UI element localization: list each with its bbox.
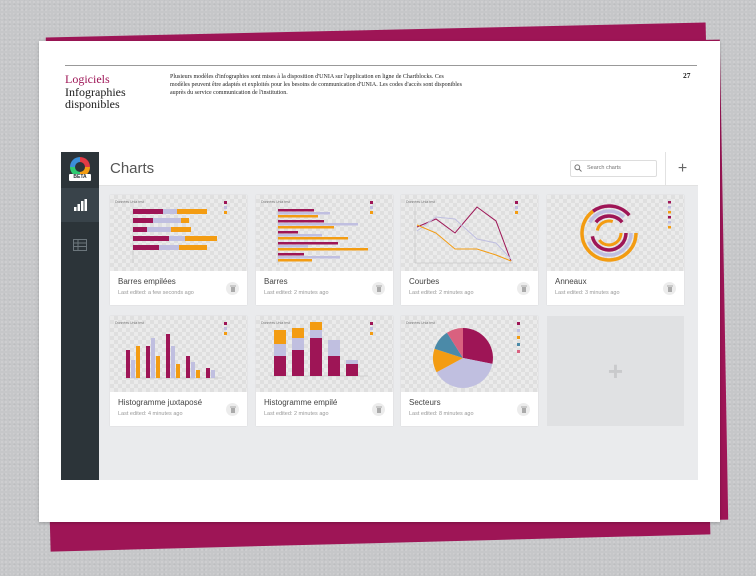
last-edited: Last edited: a few seconds ago	[118, 290, 194, 296]
chart-thumbnail	[547, 195, 684, 271]
section-label: Logiciels	[65, 72, 110, 86]
delete-button[interactable]	[663, 282, 676, 295]
donut-rings-thumbnail	[580, 201, 671, 262]
trash-icon	[375, 285, 382, 292]
delete-button[interactable]	[226, 403, 239, 416]
trash-icon	[375, 406, 382, 413]
last-edited: Last edited: 4 minutes ago	[118, 411, 183, 417]
trash-icon	[229, 406, 236, 413]
beta-badge: BETA	[69, 174, 91, 181]
chart-card[interactable]: Données Unia test Secteurs Last edited: …	[401, 316, 538, 426]
trash-icon	[520, 406, 527, 413]
top-bar: Charts +	[99, 152, 698, 186]
chart-thumbnail: Données Unia test	[401, 195, 538, 271]
chart-thumbnail: Données Unia test	[256, 195, 393, 271]
delete-button[interactable]	[226, 282, 239, 295]
thumb-title: Données Unia test	[115, 200, 144, 204]
last-edited: Last edited: 3 minutes ago	[555, 290, 620, 296]
stacked-bar-thumbnail: Données Unia test	[115, 200, 227, 263]
header-rule	[65, 65, 697, 66]
plus-icon: +	[607, 355, 624, 386]
grouped-column-thumbnail: Données Unia test	[115, 321, 227, 379]
chart-name: Histogramme empilé	[264, 398, 338, 407]
pie-thumbnail: Données Unia test	[406, 321, 520, 388]
thumb-title: Données Unia test	[261, 200, 290, 204]
section-title-line2: disponibles	[65, 97, 120, 111]
page-title: Charts	[110, 160, 155, 177]
page-number: 27	[683, 71, 691, 80]
new-chart-card[interactable]: +	[547, 316, 684, 426]
trash-icon	[666, 285, 673, 292]
chart-name: Barres	[264, 277, 288, 286]
chart-thumbnail: Données Unia test	[110, 195, 247, 271]
chart-thumbnail: Données Unia test	[110, 316, 247, 392]
add-chart-button[interactable]: +	[665, 152, 698, 185]
last-edited: Last edited: 8 minutes ago	[409, 411, 474, 417]
trash-icon	[520, 285, 527, 292]
section-heading: Logiciels Infographies disponibles	[65, 73, 126, 111]
search-input[interactable]	[587, 162, 651, 174]
bar-chart-icon	[74, 199, 87, 211]
thumb-title: Données Unia test	[115, 321, 144, 325]
chart-card[interactable]: Données Unia test Courbes Last edited: 2…	[401, 195, 538, 305]
chart-thumbnail: Données Unia test	[256, 316, 393, 392]
chart-name: Histogramme juxtaposé	[118, 398, 203, 407]
app-logo[interactable]: BETA	[67, 157, 93, 183]
last-edited: Last edited: 2 minutes ago	[409, 290, 474, 296]
last-edited: Last edited: 2 minutes ago	[264, 411, 329, 417]
logo-ring-hole	[75, 162, 85, 172]
thumb-title: Données Unia test	[261, 321, 290, 325]
trash-icon	[229, 285, 236, 292]
last-edited: Last edited: 2 minutes ago	[264, 290, 329, 296]
search-icon	[574, 164, 582, 172]
chart-card[interactable]: Anneaux Last edited: 3 minutes ago	[547, 195, 684, 305]
delete-button[interactable]	[517, 403, 530, 416]
chart-thumbnail: Données Unia test	[401, 316, 538, 392]
chartblocks-app: BETA Charts	[61, 152, 698, 480]
delete-button[interactable]	[372, 282, 385, 295]
chart-card[interactable]: Données Unia test Histogramme juxtaposé …	[110, 316, 247, 426]
thumb-title: Données Unia test	[406, 200, 435, 204]
section-title-line1: Infographies	[65, 84, 126, 99]
chart-name: Barres empilées	[118, 277, 176, 286]
nav-item-charts[interactable]	[61, 188, 99, 222]
chart-card[interactable]: Données Unia test Barres empilées Last e…	[110, 195, 247, 305]
chart-name: Secteurs	[409, 398, 441, 407]
chart-name: Courbes	[409, 277, 440, 286]
intro-paragraph: Plusieurs modèles d'infographies sont mi…	[170, 74, 462, 96]
delete-button[interactable]	[372, 403, 385, 416]
stacked-column-thumbnail: Données Unia test	[261, 321, 373, 377]
sidebar: BETA	[61, 152, 99, 480]
nav-item-tables[interactable]	[61, 228, 99, 262]
table-icon	[73, 239, 87, 251]
bar-thumbnail: Données Unia test	[261, 200, 373, 265]
thumb-title: Données Unia test	[406, 321, 435, 325]
chart-name: Anneaux	[555, 277, 587, 286]
line-thumbnail: Données Unia test	[406, 200, 518, 264]
search-box[interactable]	[570, 160, 657, 177]
delete-button[interactable]	[517, 282, 530, 295]
chart-card[interactable]: Données Unia test Histogramme empilé Las…	[256, 316, 393, 426]
chart-card[interactable]: Données Unia test Barres Last edited: 2 …	[256, 195, 393, 305]
